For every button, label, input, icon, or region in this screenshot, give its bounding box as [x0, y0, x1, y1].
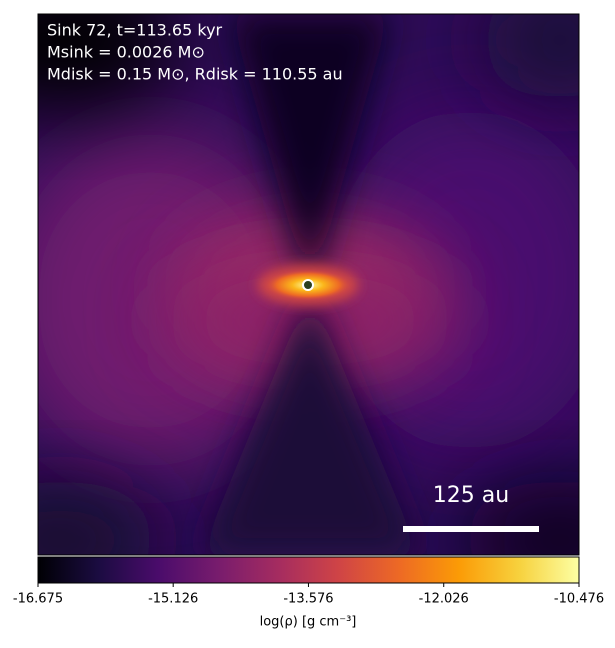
scale-bar-label: 125 au	[433, 483, 509, 508]
annotation: Sink 72, t=113.65 kyr	[47, 21, 223, 40]
colorbar-tick-label: -16.675	[13, 592, 63, 607]
colorbar-tick-label: -13.576	[283, 592, 333, 607]
annotation: Mdisk = 0.15 M⊙, Rdisk = 110.55 au	[47, 65, 343, 84]
sink-marker	[302, 279, 314, 291]
colorbar-tick-label: -15.126	[148, 592, 198, 607]
colorbar-label: log(ρ) [g cm⁻³]	[260, 615, 357, 630]
colorbar-ticks: -16.675 -15.126 -13.576 -12.026 -10.476	[13, 583, 604, 607]
colorbar-tick-label: -12.026	[419, 592, 469, 607]
density-image	[38, 14, 579, 555]
colorbar	[37, 556, 580, 584]
annotation: Msink = 0.0026 M⊙	[47, 43, 205, 62]
colorbar-tick-label: -10.476	[554, 592, 604, 607]
annotations: Sink 72, t=113.65 kyr Msink = 0.0026 M⊙ Md…	[47, 21, 343, 84]
scale-bar	[403, 526, 539, 532]
image-frame	[37, 13, 580, 556]
